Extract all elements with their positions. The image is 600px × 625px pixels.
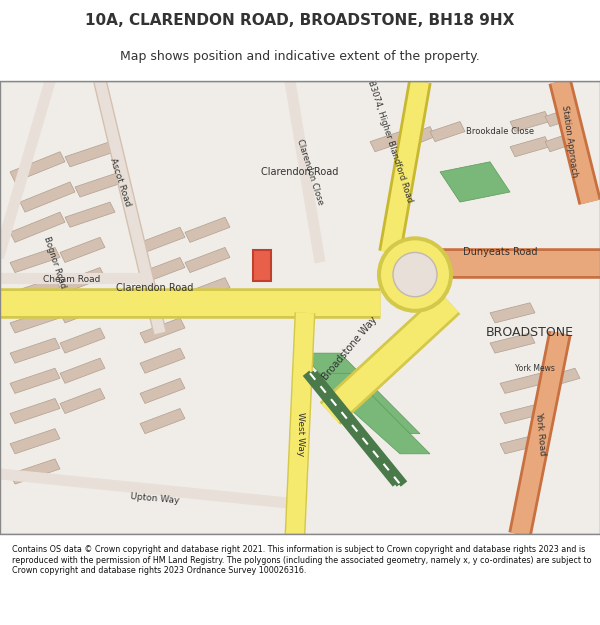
Polygon shape — [500, 404, 545, 424]
Text: Contains OS data © Crown copyright and database right 2021. This information is : Contains OS data © Crown copyright and d… — [12, 545, 592, 575]
Polygon shape — [490, 302, 535, 323]
Polygon shape — [510, 111, 550, 132]
Polygon shape — [10, 459, 60, 484]
Polygon shape — [253, 251, 271, 281]
Polygon shape — [510, 137, 550, 157]
Polygon shape — [140, 348, 185, 373]
Polygon shape — [490, 333, 535, 353]
Polygon shape — [405, 126, 435, 147]
Text: Dunyeats Road: Dunyeats Road — [463, 248, 537, 258]
Polygon shape — [10, 152, 65, 182]
Polygon shape — [370, 132, 405, 152]
Polygon shape — [310, 373, 430, 454]
Polygon shape — [545, 106, 580, 126]
Polygon shape — [0, 81, 600, 534]
Polygon shape — [10, 399, 60, 424]
Polygon shape — [10, 248, 60, 272]
Polygon shape — [60, 388, 105, 414]
Polygon shape — [20, 182, 75, 212]
Polygon shape — [10, 338, 60, 363]
Polygon shape — [140, 318, 185, 343]
Polygon shape — [440, 162, 510, 202]
Polygon shape — [540, 368, 580, 388]
Polygon shape — [10, 212, 65, 243]
Polygon shape — [65, 202, 115, 228]
Polygon shape — [10, 308, 60, 333]
Text: Cheam Road: Cheam Road — [43, 275, 101, 284]
Text: Bognor Road: Bognor Road — [43, 236, 68, 289]
Polygon shape — [60, 268, 105, 292]
Text: York Road: York Road — [533, 411, 547, 456]
Polygon shape — [545, 132, 580, 152]
Text: Map shows position and indicative extent of the property.: Map shows position and indicative extent… — [120, 51, 480, 63]
Polygon shape — [10, 368, 60, 393]
Polygon shape — [140, 378, 185, 404]
Circle shape — [377, 236, 453, 313]
Circle shape — [393, 253, 437, 297]
Text: Clarendon Road: Clarendon Road — [262, 167, 338, 177]
Text: BROADSTONE: BROADSTONE — [486, 326, 574, 339]
Text: West Way: West Way — [296, 411, 305, 456]
Text: B3074, Higher Blandford Road: B3074, Higher Blandford Road — [366, 79, 414, 204]
Polygon shape — [10, 429, 60, 454]
Polygon shape — [60, 238, 105, 262]
Text: York Mews: York Mews — [515, 364, 555, 372]
Circle shape — [381, 241, 449, 309]
Polygon shape — [430, 121, 465, 142]
Text: Ascot Road: Ascot Road — [108, 157, 132, 208]
Polygon shape — [140, 409, 185, 434]
Polygon shape — [140, 228, 185, 253]
Text: Brookdale Close: Brookdale Close — [466, 127, 534, 136]
Text: Clarendon Road: Clarendon Road — [116, 282, 194, 292]
Text: Station Approach: Station Approach — [560, 105, 580, 178]
Text: Broadstone Way: Broadstone Way — [320, 314, 379, 382]
Polygon shape — [140, 288, 185, 313]
Polygon shape — [140, 258, 185, 282]
Polygon shape — [60, 358, 105, 383]
Polygon shape — [185, 278, 230, 302]
Text: Upton Way: Upton Way — [130, 492, 180, 506]
Text: 10A, CLARENDON ROAD, BROADSTONE, BH18 9HX: 10A, CLARENDON ROAD, BROADSTONE, BH18 9H… — [85, 12, 515, 28]
Polygon shape — [185, 217, 230, 242]
Polygon shape — [65, 142, 115, 167]
Polygon shape — [75, 172, 125, 197]
Polygon shape — [500, 434, 545, 454]
Polygon shape — [60, 328, 105, 353]
Polygon shape — [300, 353, 420, 434]
Polygon shape — [60, 298, 105, 323]
Polygon shape — [185, 248, 230, 272]
Polygon shape — [10, 278, 60, 302]
Polygon shape — [500, 373, 545, 393]
Text: Clarendon Close: Clarendon Close — [295, 138, 325, 206]
